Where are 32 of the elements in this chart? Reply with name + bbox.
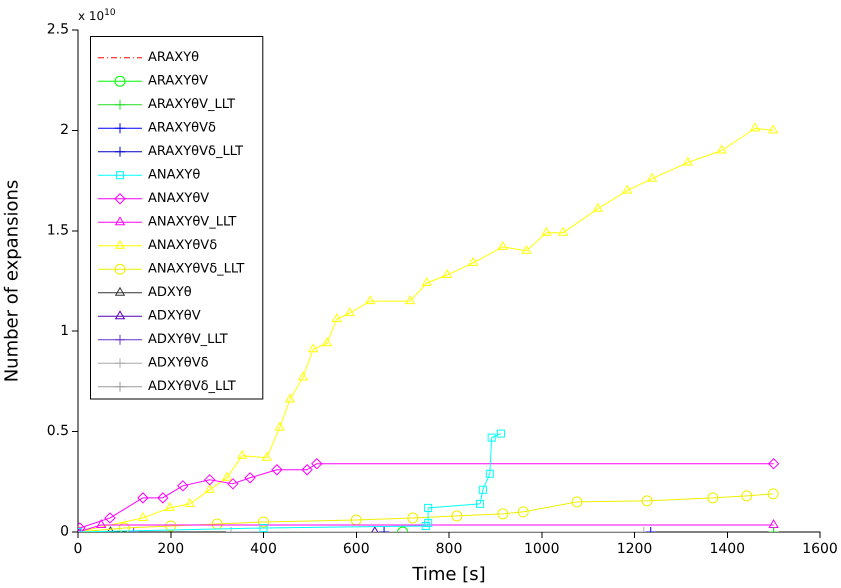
y-tick-label: 1.5 (46, 222, 69, 238)
y-tick-label: 0.5 (46, 423, 69, 440)
x-tick-label: 1000 (524, 541, 560, 558)
y-tick-label: 1 (60, 322, 69, 339)
legend-label: ARAXYθ (148, 50, 200, 66)
x-tick-label: 0 (74, 541, 82, 558)
legend-label: ADXYθV (148, 308, 201, 324)
x-tick-label: 800 (436, 541, 462, 558)
legend-label: ARAXYθVδ (148, 120, 216, 136)
x-tick-label: 1600 (802, 541, 838, 558)
legend-label: ADXYθV_LLT (148, 332, 228, 348)
legend-label: ANAXYθVδ_LLT (148, 262, 244, 277)
legend-label: ANAXYθ (148, 168, 200, 183)
y-axis-title: Number of expansions (1, 180, 22, 382)
legend-label: ANAXYθV (148, 191, 210, 206)
legend-label: ADXYθVδ_LLT (148, 379, 236, 394)
y-tick-label: 2 (60, 122, 69, 138)
x-tick-label: 600 (342, 541, 370, 558)
y-tick-label: 2.5 (46, 22, 69, 38)
legend-label: ADXYθVδ (148, 356, 209, 371)
legend-label: ADXYθ (148, 285, 192, 300)
x-tick-label: 1200 (616, 541, 652, 558)
legend-label: ANAXYθV_LLT (148, 214, 236, 230)
legend-label: ARAXYθV (148, 74, 208, 89)
x-tick-label: 200 (157, 541, 184, 558)
x-axis-title: Time [s] (411, 564, 486, 585)
legend-label: ARAXYθV_LLT (148, 97, 236, 112)
legend-label: ARAXYθVδ_LLT (148, 144, 244, 160)
legend-label: ANAXYθVδ (148, 238, 218, 254)
x-tick-label: 1400 (709, 541, 746, 558)
y-tick-label: 0 (60, 524, 69, 540)
x-tick-label: 400 (250, 541, 277, 558)
